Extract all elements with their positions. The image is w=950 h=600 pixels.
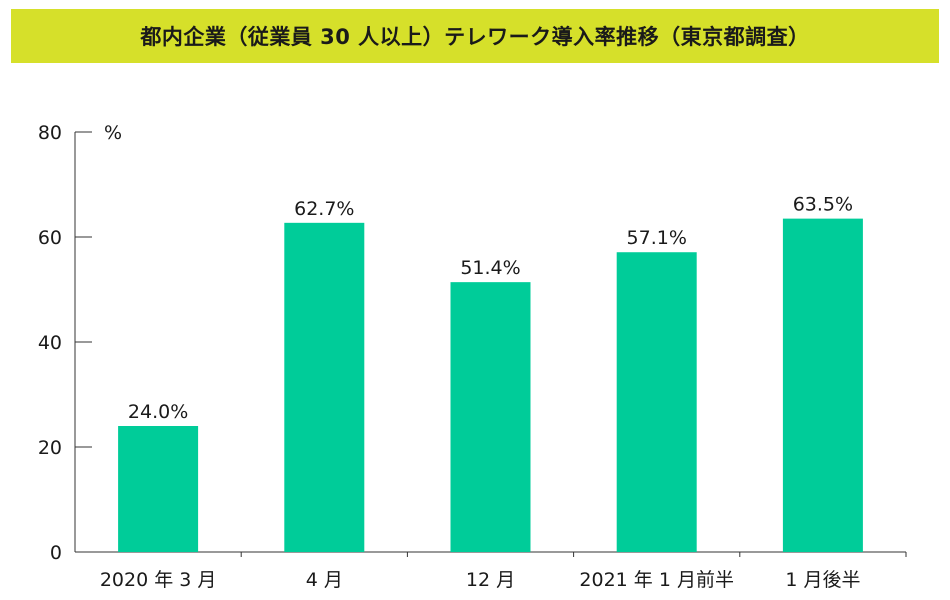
y-tick-label: 0 [50,542,62,564]
bar [118,426,199,552]
y-axis-unit-label: % [104,122,122,144]
chart-title: 都内企業（従業員 30 人以上）テレワーク導入率推移（東京都調査） [140,25,810,49]
y-tick-label: 80 [38,122,62,144]
y-tick-label: 20 [38,437,62,459]
bar-value-label: 57.1% [627,227,687,249]
bar-value-label: 24.0% [128,401,188,423]
x-tick-label: 2020 年 3 月 [100,569,217,591]
x-tick-label: 1 月後半 [785,569,860,591]
chart-title-banner: 都内企業（従業員 30 人以上）テレワーク導入率推移（東京都調査） [11,9,939,63]
x-tick-label: 12 月 [466,569,515,591]
bar-value-label: 51.4% [460,257,520,279]
bar [284,222,365,552]
x-tick-label: 2021 年 1 月前半 [579,569,734,591]
y-tick-label: 60 [38,227,62,249]
bar [782,218,863,552]
bar-value-label: 62.7% [294,198,354,220]
x-tick-label: 4 月 [306,569,343,591]
bar-value-label: 63.5% [793,194,853,216]
bar [616,252,697,552]
bar [450,282,531,552]
y-tick-label: 40 [38,332,62,354]
